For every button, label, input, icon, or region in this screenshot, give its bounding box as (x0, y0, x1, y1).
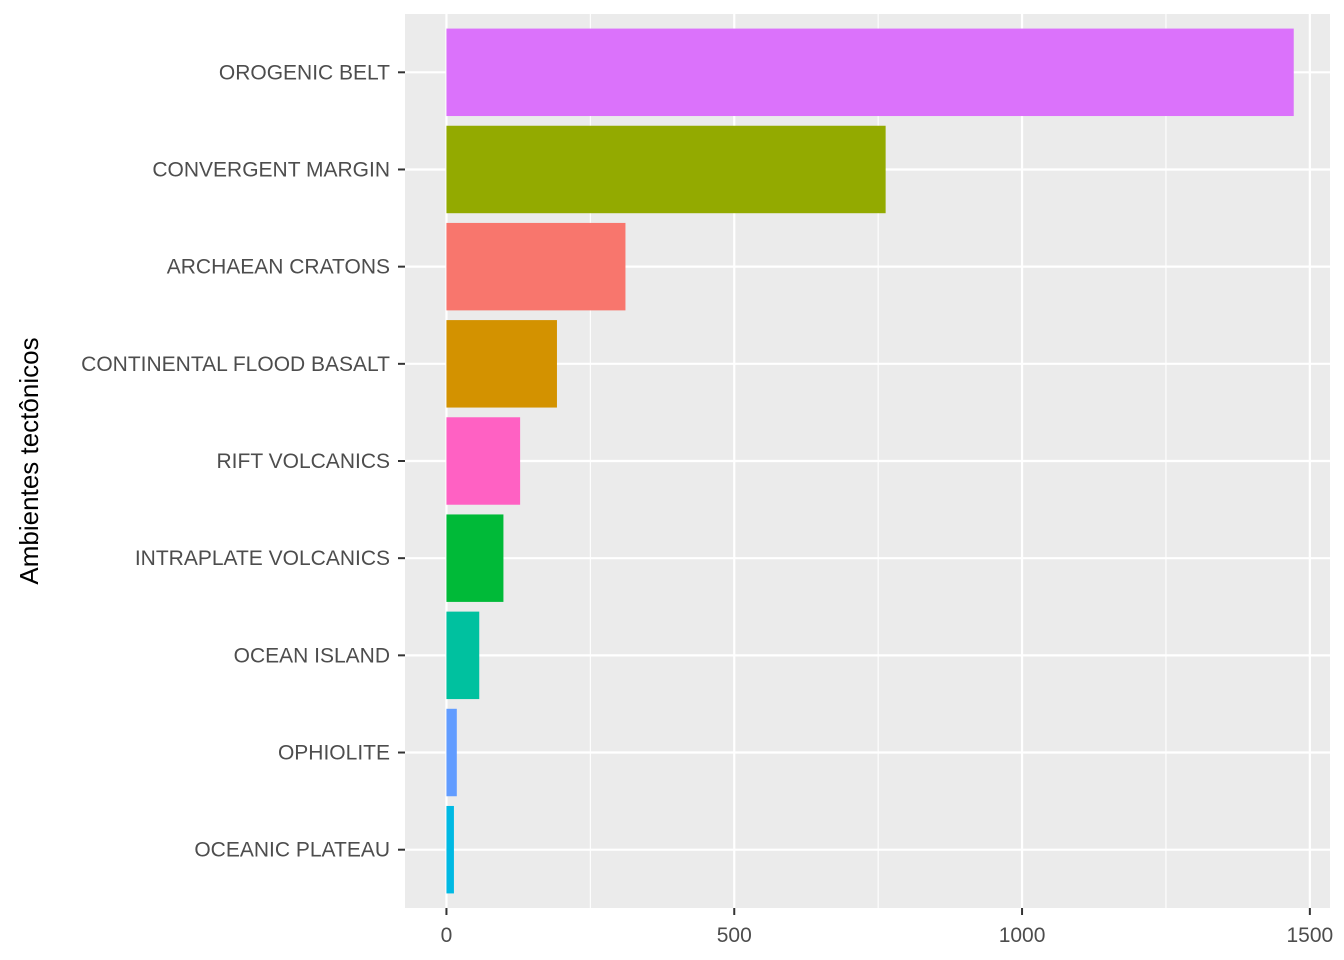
y-tick-label: CONVERGENT MARGIN (152, 158, 390, 181)
x-tick-label: 500 (717, 924, 752, 947)
y-tick-label: OPHIOLITE (278, 742, 390, 765)
x-axis: 0 500 1000 1500 (441, 908, 1333, 947)
x-tick-label: 0 (441, 924, 453, 947)
x-tick-label: 1000 (999, 924, 1046, 947)
y-tick-label: INTRAPLATE VOLCANICS (135, 547, 390, 570)
bar (446, 514, 504, 602)
bar (446, 708, 457, 797)
y-tick-label: ARCHAEAN CRATONS (167, 256, 390, 279)
bar (446, 611, 480, 700)
y-tick-label: OCEANIC PLATEAU (194, 839, 390, 862)
bar (446, 222, 626, 311)
bar (446, 805, 454, 894)
y-tick-label: CONTINENTAL FLOOD BASALT (81, 353, 390, 376)
y-tick-label: OCEAN ISLAND (234, 644, 390, 667)
y-axis: OROGENIC BELT CONVERGENT MARGIN ARCHAEAN C… (81, 61, 405, 862)
y-tick-label: RIFT VOLCANICS (217, 450, 390, 473)
y-tick-label: OROGENIC BELT (219, 61, 390, 84)
bar (446, 125, 886, 214)
x-tick-label: 1500 (1286, 924, 1333, 947)
bar (446, 417, 521, 505)
y-axis-title: Ambientes tectônicos (14, 337, 44, 584)
bars (446, 28, 1294, 894)
bar (446, 28, 1294, 117)
bar (446, 320, 557, 408)
